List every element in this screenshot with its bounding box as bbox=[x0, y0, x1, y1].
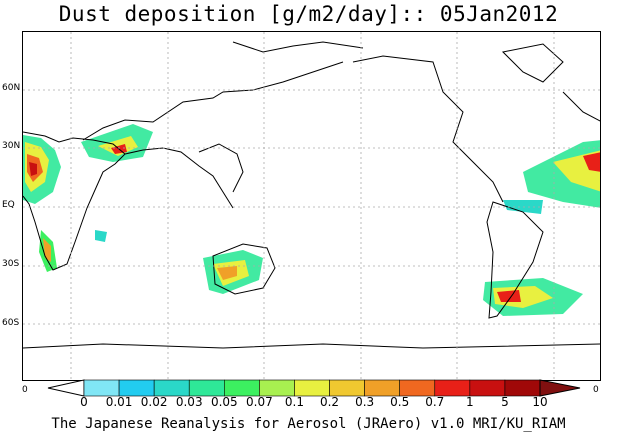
dust-deposition-map bbox=[22, 31, 601, 381]
lat-label-30s: 30S bbox=[2, 259, 20, 269]
colorbar-swatch bbox=[118, 379, 155, 397]
colorbar-swatch bbox=[434, 379, 471, 397]
colorbar-tick-label: 0.1 bbox=[284, 395, 304, 409]
colorbar-tick-label: 0.05 bbox=[210, 395, 238, 409]
colorbar-swatch bbox=[294, 379, 330, 397]
lat-label-30n: 30N bbox=[2, 141, 21, 151]
colorbar-arrow-right bbox=[539, 379, 581, 397]
colorbar-tick-label: 0.3 bbox=[355, 395, 375, 409]
coastlines bbox=[23, 41, 600, 349]
colorbar-swatch bbox=[188, 379, 225, 397]
colorbar-tick-label: 0.2 bbox=[319, 395, 340, 409]
lat-label-eq: EQ bbox=[2, 200, 15, 210]
colorbar bbox=[47, 379, 581, 397]
colorbar-tick-label: 10 bbox=[532, 395, 548, 409]
world-map-canvas bbox=[23, 32, 600, 380]
colorbar-swatch bbox=[153, 379, 190, 397]
colorbar-arrow-left bbox=[47, 379, 85, 397]
colorbar-swatch bbox=[504, 379, 541, 397]
colorbar-swatch bbox=[399, 379, 436, 397]
corner-label-left: 0 bbox=[22, 385, 28, 395]
colorbar-swatch bbox=[469, 379, 506, 397]
colorbar-tick-label: 0.01 bbox=[105, 395, 133, 409]
colorbar-tick-label: 0.02 bbox=[140, 395, 168, 409]
dust-plumes bbox=[23, 124, 600, 316]
colorbar-swatch bbox=[259, 379, 295, 397]
lat-label-60s: 60S bbox=[2, 318, 20, 328]
colorbar-tick-label: 0.07 bbox=[246, 395, 273, 409]
colorbar-tick-label: 1 bbox=[466, 395, 474, 409]
colorbar-tick-label: 0.5 bbox=[390, 395, 410, 409]
lat-label-60n: 60N bbox=[2, 83, 21, 93]
graticule bbox=[23, 32, 600, 380]
colorbar-swatch bbox=[83, 379, 120, 397]
corner-label-right: 0 bbox=[593, 385, 599, 395]
colorbar-swatch bbox=[224, 379, 260, 397]
colorbar-swatch bbox=[329, 379, 365, 397]
credit-line: The Japanese Reanalysis for Aerosol (JRA… bbox=[51, 416, 566, 432]
colorbar-tick-label: 0 bbox=[80, 395, 88, 409]
colorbar-tick-label: 0.7 bbox=[425, 395, 445, 409]
colorbar-tick-label: 5 bbox=[501, 395, 509, 409]
map-title: Dust deposition [g/m2/day]:: 05Jan2012 bbox=[58, 2, 559, 26]
colorbar-swatch bbox=[364, 379, 400, 397]
colorbar-tick-label: 0.03 bbox=[175, 395, 203, 409]
